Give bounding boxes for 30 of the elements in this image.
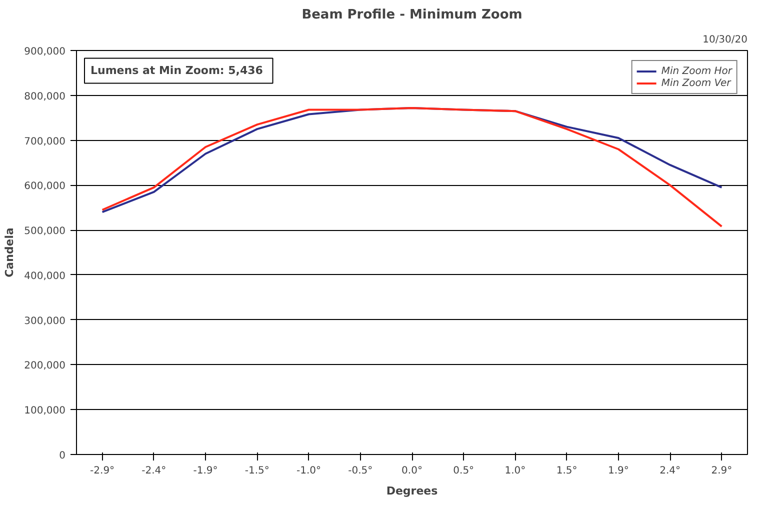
y-tick-label: 100,000 xyxy=(24,406,66,417)
x-tick-label: -1.0° xyxy=(296,466,322,476)
y-tick-label: 800,000 xyxy=(24,91,66,102)
x-axis-title: Degrees xyxy=(386,484,438,498)
y-tick-label: 500,000 xyxy=(24,226,66,238)
y-tick-label: 200,000 xyxy=(24,360,66,372)
x-tick-label: 0.0° xyxy=(402,466,422,476)
y-tick-label: 300,000 xyxy=(24,316,66,327)
x-tick-label: 2.9° xyxy=(711,466,732,476)
legend-label: Min Zoom Ver xyxy=(661,77,731,89)
x-tick-label: -1.5° xyxy=(244,466,270,476)
y-tick-label: 0 xyxy=(59,450,66,462)
y-tick-label: 700,000 xyxy=(24,136,66,148)
x-tick-label: 2.4° xyxy=(660,466,681,476)
x-tick-label: -2.9° xyxy=(90,466,115,476)
annotation: Lumens at Min Zoom: 5,436 xyxy=(90,64,264,78)
y-tick-label: 600,000 xyxy=(24,181,66,192)
y-tick-label: 900,000 xyxy=(24,46,66,58)
x-tick-label: 0.5° xyxy=(453,466,474,476)
x-tick-label: 1.9° xyxy=(608,466,629,476)
x-tick-label: -0.5° xyxy=(348,466,373,476)
x-tick-label: -1.9° xyxy=(193,466,218,476)
x-tick-label: -2.4° xyxy=(142,466,166,476)
chart-title: Beam Profile - Minimum Zoom xyxy=(302,8,522,22)
text: 10/30/20 xyxy=(702,34,748,46)
legend-label: Min Zoom Hor xyxy=(661,65,732,77)
y-tick-label: 400,000 xyxy=(24,270,66,282)
y-axis-title: Candela xyxy=(3,228,16,278)
x-tick-label: 1.5° xyxy=(556,466,578,476)
x-tick-label: 1.0° xyxy=(504,466,526,476)
